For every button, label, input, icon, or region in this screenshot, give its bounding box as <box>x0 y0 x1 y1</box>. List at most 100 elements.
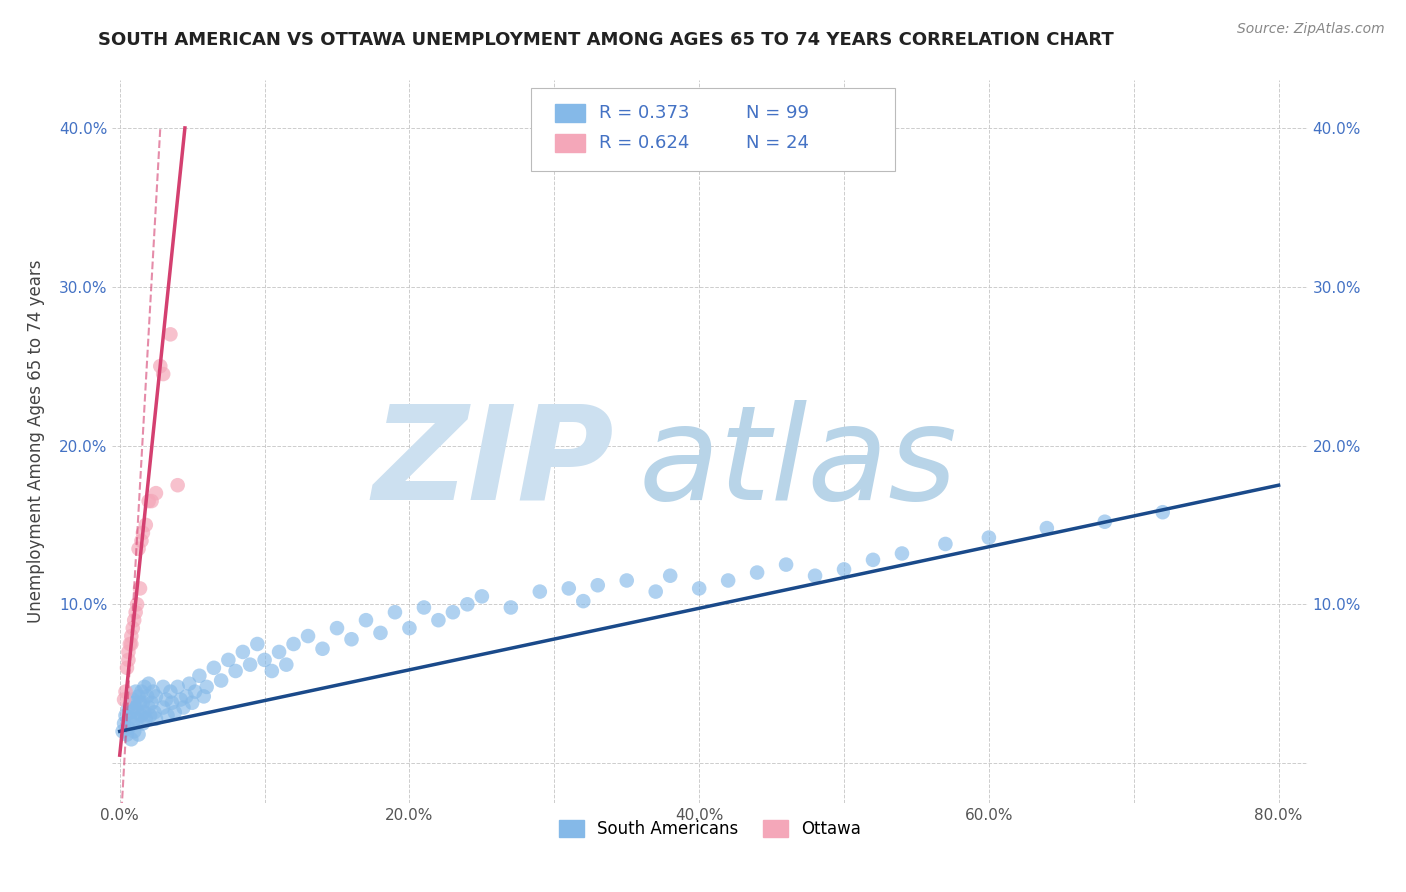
FancyBboxPatch shape <box>531 87 896 170</box>
Point <box>118 637 141 651</box>
Point <box>832 562 855 576</box>
Point <box>297 629 319 643</box>
Point <box>239 657 262 672</box>
Text: N = 99: N = 99 <box>747 103 808 122</box>
Point <box>166 478 188 492</box>
Text: ZIP: ZIP <box>373 400 614 526</box>
Point <box>179 676 201 690</box>
Point <box>134 706 156 720</box>
Point <box>427 613 450 627</box>
Point <box>413 600 436 615</box>
Point <box>217 653 239 667</box>
Point <box>138 494 160 508</box>
Point <box>152 700 174 714</box>
Point <box>112 692 135 706</box>
Point <box>132 525 155 540</box>
Point <box>159 684 181 698</box>
Point <box>139 708 162 723</box>
Point <box>659 568 682 582</box>
Point <box>384 605 406 619</box>
Point <box>891 547 914 561</box>
Point <box>122 724 145 739</box>
Point <box>134 680 156 694</box>
Point <box>145 712 167 726</box>
Point <box>127 597 149 611</box>
Point <box>138 700 160 714</box>
Point <box>340 632 363 647</box>
Point <box>934 537 956 551</box>
Point <box>441 605 464 619</box>
Text: N = 24: N = 24 <box>747 134 808 153</box>
Point <box>115 661 138 675</box>
Point <box>160 696 183 710</box>
Point <box>169 692 191 706</box>
Point <box>152 367 174 381</box>
Point <box>166 680 188 694</box>
Point <box>128 541 150 556</box>
Point <box>132 716 155 731</box>
Point <box>572 594 595 608</box>
Point <box>1094 515 1116 529</box>
Point <box>145 486 167 500</box>
Point <box>163 706 186 720</box>
Point <box>176 690 198 704</box>
Text: R = 0.373: R = 0.373 <box>599 103 689 122</box>
Point <box>193 690 215 704</box>
Point <box>142 684 165 698</box>
Point <box>118 712 141 726</box>
Point <box>135 517 157 532</box>
Point <box>253 653 276 667</box>
Point <box>1152 505 1174 519</box>
Point <box>122 613 145 627</box>
Point <box>804 568 827 582</box>
Point <box>225 664 247 678</box>
Point <box>195 680 218 694</box>
Point <box>149 359 172 373</box>
Point <box>184 684 207 698</box>
Point <box>131 684 153 698</box>
Point <box>977 531 1000 545</box>
Point <box>156 708 179 723</box>
Point <box>354 613 377 627</box>
Point <box>159 327 181 342</box>
Point <box>129 582 152 596</box>
Point <box>456 597 478 611</box>
Point <box>311 641 333 656</box>
Legend: South Americans, Ottawa: South Americans, Ottawa <box>553 814 868 845</box>
Point <box>120 706 142 720</box>
Point <box>127 706 149 720</box>
Point <box>117 700 139 714</box>
Point <box>260 664 283 678</box>
Point <box>370 626 392 640</box>
Point <box>141 494 163 508</box>
Point <box>616 574 638 588</box>
Point <box>129 696 152 710</box>
Point <box>131 708 153 723</box>
Point <box>132 696 155 710</box>
Point <box>128 690 150 704</box>
Point <box>172 700 194 714</box>
Point <box>120 637 142 651</box>
Point <box>644 584 666 599</box>
Point <box>114 684 136 698</box>
Point <box>122 696 145 710</box>
Point <box>232 645 254 659</box>
Point <box>862 553 884 567</box>
Point <box>111 724 134 739</box>
Point <box>141 696 163 710</box>
Point <box>120 629 142 643</box>
Point <box>188 669 211 683</box>
Point <box>121 692 143 706</box>
Point <box>717 574 740 588</box>
Point <box>121 716 143 731</box>
Text: Source: ZipAtlas.com: Source: ZipAtlas.com <box>1237 22 1385 37</box>
Point <box>152 680 174 694</box>
Text: R = 0.624: R = 0.624 <box>599 134 689 153</box>
Point <box>499 600 522 615</box>
Point <box>121 621 143 635</box>
Point <box>276 657 298 672</box>
Point <box>529 584 551 599</box>
Point <box>326 621 349 635</box>
FancyBboxPatch shape <box>554 134 585 153</box>
Point <box>471 590 494 604</box>
